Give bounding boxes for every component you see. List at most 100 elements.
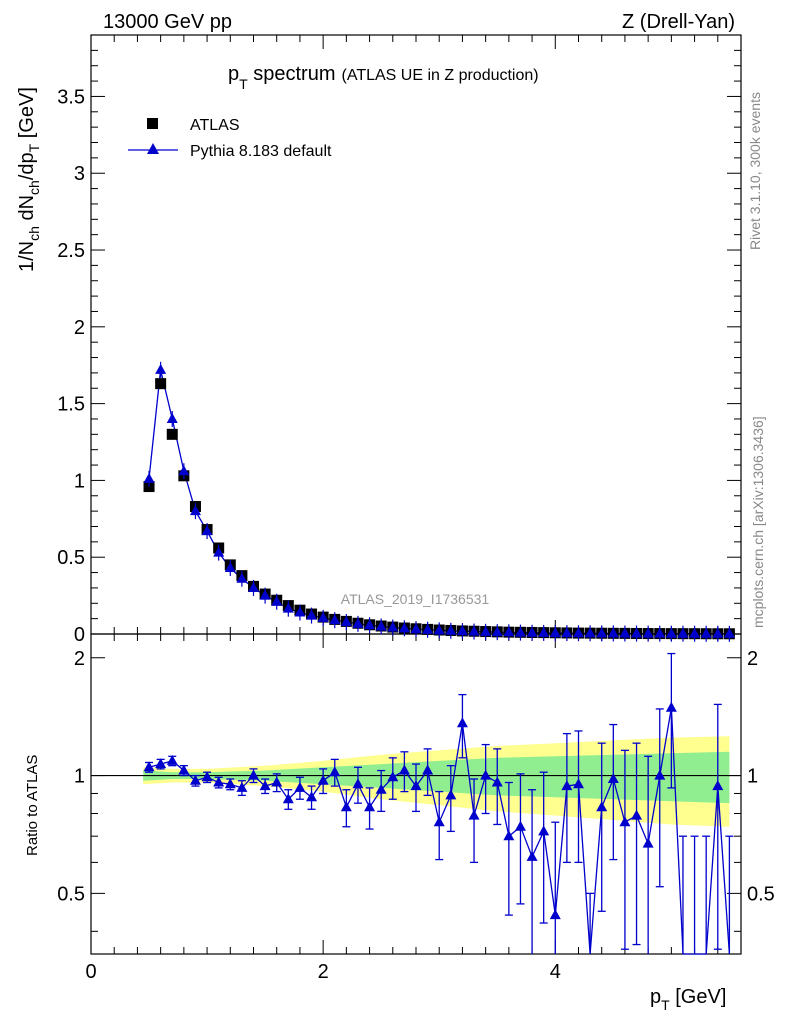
ratio-point bbox=[642, 837, 654, 848]
ratio-point bbox=[155, 758, 167, 769]
data-marks bbox=[143, 361, 735, 955]
plot-title-paren: (ATLAS UE in Z production) bbox=[342, 67, 539, 84]
ratio-point bbox=[329, 766, 341, 777]
bottom-ytick-label-right: 1 bbox=[747, 766, 758, 788]
mc-point-top bbox=[665, 627, 677, 638]
mc-point-top bbox=[619, 627, 631, 638]
ratio-point bbox=[410, 780, 422, 791]
top-ytick-label: 1.5 bbox=[57, 394, 85, 416]
ratio-point bbox=[178, 764, 190, 775]
mc-point-top bbox=[178, 465, 190, 476]
ratio-point bbox=[665, 701, 677, 712]
mc-point-top bbox=[573, 627, 584, 638]
ratio-point bbox=[364, 801, 376, 812]
top-ytick-label: 3 bbox=[74, 163, 85, 185]
mc-point-top bbox=[375, 620, 387, 631]
ratio-point bbox=[433, 816, 445, 827]
ratio-point bbox=[654, 769, 666, 780]
atlas-point bbox=[155, 378, 167, 390]
ratio-point bbox=[352, 778, 364, 789]
mc-point-top bbox=[317, 611, 329, 622]
mc-point-top bbox=[364, 619, 376, 630]
ratio-point bbox=[201, 771, 213, 782]
top-ytick-label: 2.5 bbox=[57, 240, 85, 262]
ratio-point bbox=[294, 781, 306, 792]
mc-point-top bbox=[340, 616, 352, 627]
mc-band-inner bbox=[143, 751, 730, 804]
mc-point-top bbox=[259, 589, 271, 600]
bottom-ytick-label-right: 0.5 bbox=[747, 883, 775, 905]
mc-point-top bbox=[700, 627, 712, 638]
mc-point-top bbox=[549, 627, 561, 638]
mc-point-top bbox=[712, 627, 724, 638]
mc-point-top bbox=[491, 626, 503, 637]
ratio-point bbox=[607, 772, 619, 783]
ratio-point bbox=[306, 791, 318, 802]
ratio-point bbox=[445, 789, 457, 800]
y-axis-label-bottom: Ratio to ATLAS bbox=[24, 755, 41, 856]
mc-point-top bbox=[433, 624, 445, 635]
mc-point-top bbox=[480, 625, 492, 636]
bottom-ytick-label-right: 2 bbox=[747, 648, 758, 670]
mc-point-top bbox=[642, 627, 654, 638]
mc-point-top bbox=[306, 609, 318, 620]
mc-point-top bbox=[143, 472, 155, 483]
bottom-ytick-label: 2 bbox=[74, 648, 85, 670]
header-right: Z (Drell-Yan) bbox=[622, 11, 735, 33]
ratio-point bbox=[166, 754, 178, 765]
mc-point-top bbox=[422, 623, 434, 634]
ratio-point bbox=[398, 764, 410, 775]
mc-point-top bbox=[166, 412, 178, 423]
ratio-point bbox=[631, 809, 643, 820]
mc-point-top bbox=[689, 627, 701, 638]
mc-point-top bbox=[468, 625, 480, 636]
ratio-point bbox=[526, 850, 538, 861]
rivet-info: Rivet 3.1.10, 300k events bbox=[747, 92, 763, 250]
mc-point-top bbox=[584, 627, 596, 638]
top-ytick-label: 1 bbox=[74, 470, 85, 492]
top-ytick-label: 3.5 bbox=[57, 86, 85, 108]
ratio-point bbox=[375, 783, 387, 794]
bottom-xtick-label: 0 bbox=[85, 961, 96, 983]
bottom-ytick-label: 0.5 bbox=[57, 883, 85, 905]
x-axis-label: pT [GeV] bbox=[650, 986, 726, 1013]
mc-point-top bbox=[248, 581, 259, 592]
ratio-point bbox=[224, 778, 236, 789]
mc-point-top bbox=[236, 572, 248, 583]
ratio-point bbox=[596, 801, 608, 812]
top-ytick-label: 2 bbox=[74, 317, 85, 339]
ratio-point bbox=[340, 801, 352, 812]
mc-point-top bbox=[201, 525, 213, 536]
legend: ATLAS Pythia 8.183 default bbox=[128, 117, 332, 160]
ratio-point bbox=[143, 761, 155, 772]
ratio-point bbox=[538, 825, 550, 836]
mc-point-top bbox=[607, 627, 619, 638]
top-panel-frame bbox=[90, 34, 742, 635]
ratio-point bbox=[189, 774, 201, 785]
mc-point-top bbox=[224, 561, 236, 572]
ratio-point bbox=[619, 816, 631, 827]
ratio-point bbox=[514, 820, 526, 831]
axis-ticks: 00.511.522.533.50 2 40.5 0.51 12 2 bbox=[57, 35, 775, 983]
ratio-point bbox=[712, 780, 724, 791]
mc-point-top bbox=[503, 626, 515, 637]
mc-point-top bbox=[677, 627, 689, 638]
mc-point-top bbox=[596, 627, 608, 638]
mc-point-top bbox=[352, 617, 364, 628]
atlas-point bbox=[166, 428, 178, 440]
mc-point-top bbox=[398, 622, 410, 633]
mc-point-top bbox=[410, 623, 422, 634]
ratio-point bbox=[259, 780, 271, 791]
mc-point-top bbox=[189, 505, 201, 516]
ratio-point bbox=[573, 778, 584, 789]
mc-point-top bbox=[631, 627, 643, 638]
top-ytick-label: 0.5 bbox=[57, 547, 85, 569]
ratio-point bbox=[422, 764, 434, 775]
analysis-watermark: ATLAS_2019_I1736531 bbox=[341, 591, 490, 607]
ratio-point bbox=[491, 776, 503, 787]
ratio-point bbox=[561, 780, 573, 791]
mc-point-top bbox=[155, 363, 167, 374]
mc-point-top bbox=[723, 627, 735, 638]
ratio-point bbox=[387, 771, 399, 782]
